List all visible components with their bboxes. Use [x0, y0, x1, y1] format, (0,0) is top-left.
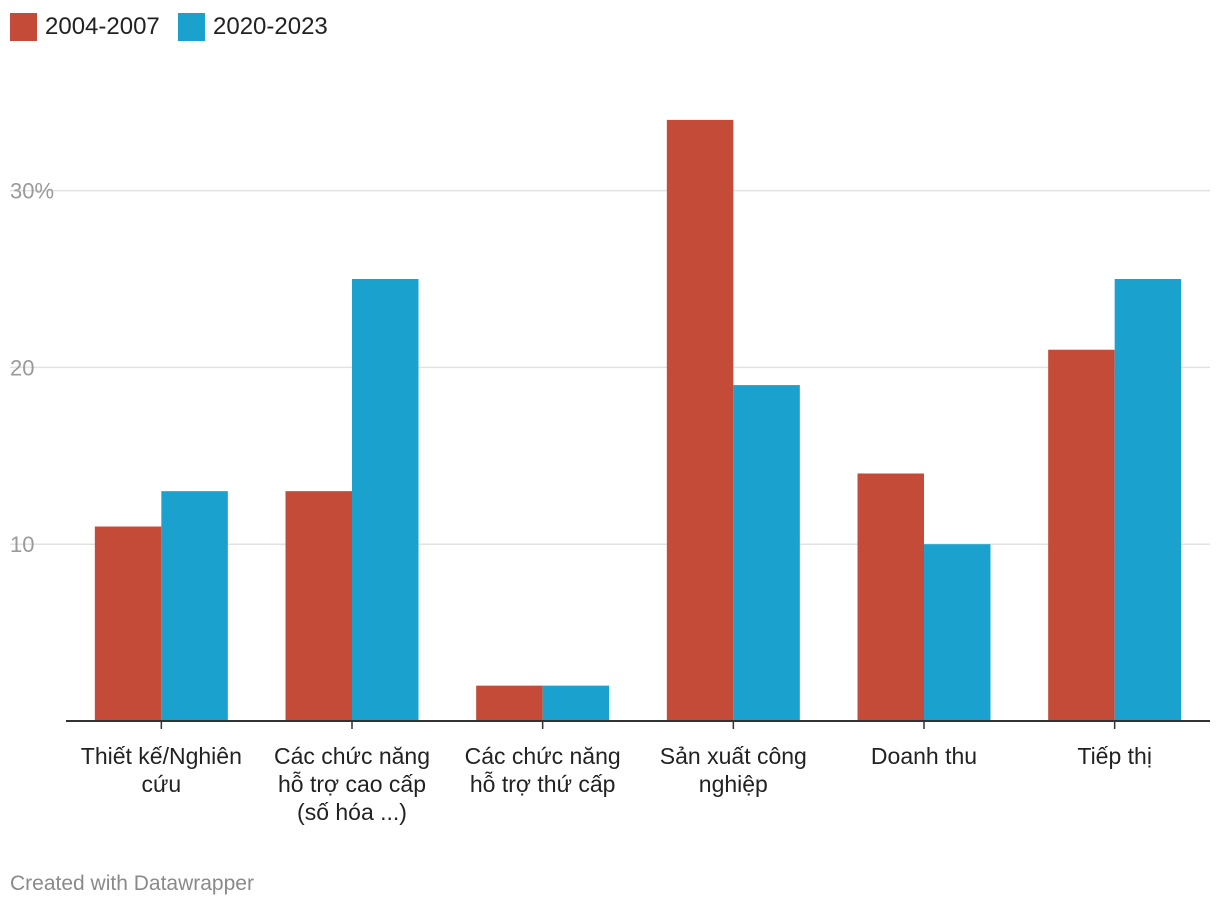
x-tick-label-4: Doanh thu [871, 743, 977, 769]
bar-2004-2007-3[interactable] [666, 119, 734, 721]
x-tick-label-0: Thiết kế/Nghiên cứu [81, 743, 242, 797]
legend-label-2004-2007[interactable]: 2004-2007 [45, 13, 160, 40]
legend-swatch-2004-2007[interactable] [10, 13, 37, 41]
x-axis-ticks [160, 721, 1116, 729]
bar-2004-2007-4[interactable] [857, 473, 925, 721]
bar-2020-2023-5[interactable] [1114, 279, 1182, 721]
bar-2020-2023-1[interactable] [352, 279, 419, 721]
x-axis-labels: Thiết kế/Nghiên cứu Các chức năng hỗ trợ ca… [81, 743, 1152, 825]
x-tick-label-1: Các chức năng hỗ trợ cao cấp (số hóa ...) [274, 743, 430, 825]
bar-2004-2007-0[interactable] [94, 526, 162, 721]
x-tick-label-5: Tiếp thị [1077, 743, 1152, 769]
bar-2004-2007-2[interactable] [476, 685, 543, 721]
x-tick-label-2: Các chức năng hỗ trợ thứ cấp [465, 743, 621, 797]
y-tick-label-10: 10 [10, 532, 34, 557]
bar-2004-2007-5[interactable] [1048, 349, 1115, 721]
y-tick-label-30: 30% [10, 179, 54, 204]
x-tick-label-3: Sản xuất công nghiệp [660, 743, 807, 797]
legend: 2004-2007 2020-2023 [10, 13, 328, 41]
bar-2004-2007-1[interactable] [285, 491, 353, 721]
y-axis-ticks: 10 20 30% [10, 179, 54, 558]
legend-swatch-2020-2023[interactable] [178, 13, 205, 41]
y-tick-label-20: 20 [10, 355, 34, 380]
bar-2020-2023-3[interactable] [733, 385, 800, 721]
bar-2020-2023-4[interactable] [924, 544, 991, 721]
bars [94, 119, 1182, 721]
bar-2020-2023-2[interactable] [542, 685, 610, 721]
legend-label-2020-2023[interactable]: 2020-2023 [213, 13, 328, 40]
bar-2020-2023-0[interactable] [161, 491, 228, 721]
datawrapper-credit[interactable]: Created with Datawrapper [10, 872, 254, 895]
